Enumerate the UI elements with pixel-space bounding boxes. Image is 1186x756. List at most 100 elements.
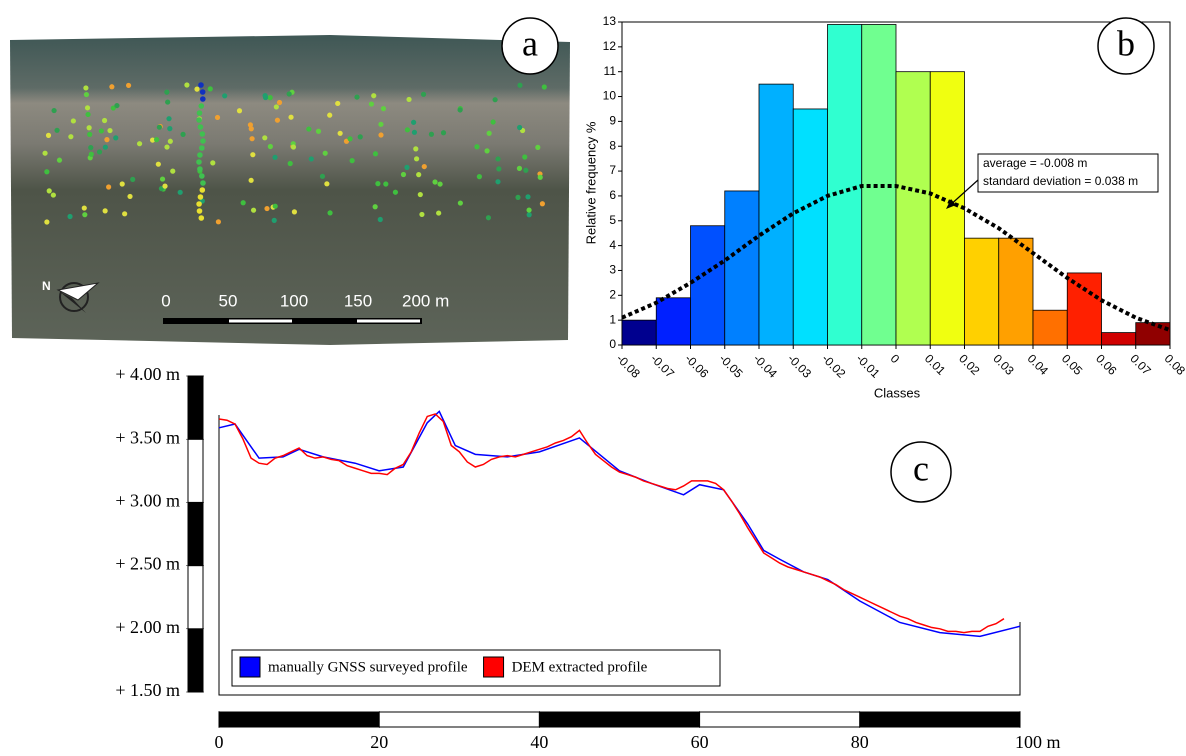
survey-point (56, 157, 63, 163)
profile-line (218, 413, 1005, 634)
survey-point (273, 104, 279, 110)
survey-point (539, 201, 546, 207)
survey-point (413, 156, 420, 162)
y-scale-block (187, 438, 204, 503)
survey-point (197, 166, 203, 172)
survey-point (354, 94, 360, 100)
survey-point (165, 99, 171, 105)
survey-point (102, 208, 108, 214)
annotation-box (977, 153, 1159, 193)
survey-point (197, 124, 204, 130)
survey-point (286, 91, 292, 97)
survey-point (291, 209, 298, 215)
survey-point (86, 125, 92, 131)
legend-entry: manually GNSS surveyed profile (268, 659, 468, 675)
y-tick-label: + 2.50 m (115, 554, 180, 574)
survey-point (166, 116, 172, 122)
survey-point (324, 181, 330, 187)
scale-label: 0 (161, 291, 170, 310)
survey-point (196, 159, 202, 165)
survey-point (84, 105, 91, 111)
survey-point (337, 130, 343, 136)
survey-point (406, 96, 412, 103)
survey-point (83, 85, 89, 91)
survey-point (106, 184, 112, 190)
x-tick-label: 0.03 (990, 351, 1017, 378)
bar (792, 108, 828, 346)
survey-point (264, 205, 270, 212)
survey-point (107, 127, 113, 134)
y-scale-block (187, 501, 204, 567)
survey-point (82, 212, 88, 218)
x-tick-label: 40 (530, 732, 548, 752)
survey-point (484, 148, 490, 154)
survey-point (167, 126, 173, 132)
survey-point (267, 95, 273, 101)
survey-point (83, 91, 90, 98)
legend-box (231, 649, 721, 687)
x-tick-label: 0.05 (1059, 351, 1086, 378)
survey-point (200, 138, 206, 144)
y-tick-label: 5 (609, 213, 616, 227)
survey-point (272, 154, 278, 160)
aerial-photo (10, 35, 570, 345)
survey-point (378, 121, 384, 127)
x-tick-label: -0.04 (751, 351, 780, 380)
survey-point (274, 117, 281, 123)
profile-line (218, 410, 1021, 638)
survey-point (200, 96, 206, 102)
survey-point (420, 91, 427, 97)
panel-label-circle (890, 441, 952, 503)
survey-point (164, 144, 170, 150)
panel-a: a N 0 50 100 150 200 m (10, 17, 570, 345)
survey-point (308, 156, 314, 162)
survey-point (267, 143, 273, 150)
survey-point (517, 124, 523, 131)
bar (621, 319, 657, 346)
legend-swatch (239, 656, 261, 678)
panel-label-circle (1097, 17, 1155, 75)
y-scale-block (187, 375, 204, 440)
x-tick-label: -0.08 (614, 351, 643, 380)
survey-point (149, 137, 156, 143)
y-scale-block (187, 628, 204, 693)
survey-point (432, 179, 438, 185)
survey-point (167, 138, 173, 144)
survey-point (271, 217, 277, 223)
compass-needle (60, 292, 86, 313)
x-tick-label: -0.03 (785, 351, 814, 380)
arrow-head (946, 199, 956, 209)
survey-point (372, 151, 379, 157)
survey-point (496, 166, 502, 172)
bar (690, 225, 726, 346)
x-tick-label: -0.05 (716, 351, 745, 380)
survey-point (46, 188, 52, 194)
survey-point (377, 216, 383, 223)
survey-point (180, 131, 186, 137)
y-tick-label: 11 (604, 64, 617, 78)
survey-point (327, 112, 333, 118)
scale-label: 200 m (402, 291, 449, 310)
survey-point (490, 119, 496, 125)
survey-point (272, 203, 278, 209)
survey-point (495, 156, 501, 162)
survey-point (96, 149, 103, 155)
x-tick-label: 0 (888, 351, 903, 366)
survey-point (122, 211, 128, 217)
survey-point (45, 132, 52, 138)
survey-point (541, 84, 547, 90)
bar (964, 237, 1000, 346)
scale-bar-block (229, 319, 292, 323)
survey-point (522, 154, 528, 160)
x-tick-label: 0.02 (956, 351, 983, 378)
survey-point (51, 107, 57, 114)
survey-point (250, 152, 256, 158)
survey-point (327, 210, 333, 216)
survey-point (417, 191, 423, 198)
y-tick-label: + 3.50 m (115, 427, 180, 447)
y-tick-label: 6 (609, 188, 616, 202)
panel-label: c (913, 448, 929, 488)
survey-point (276, 99, 283, 106)
